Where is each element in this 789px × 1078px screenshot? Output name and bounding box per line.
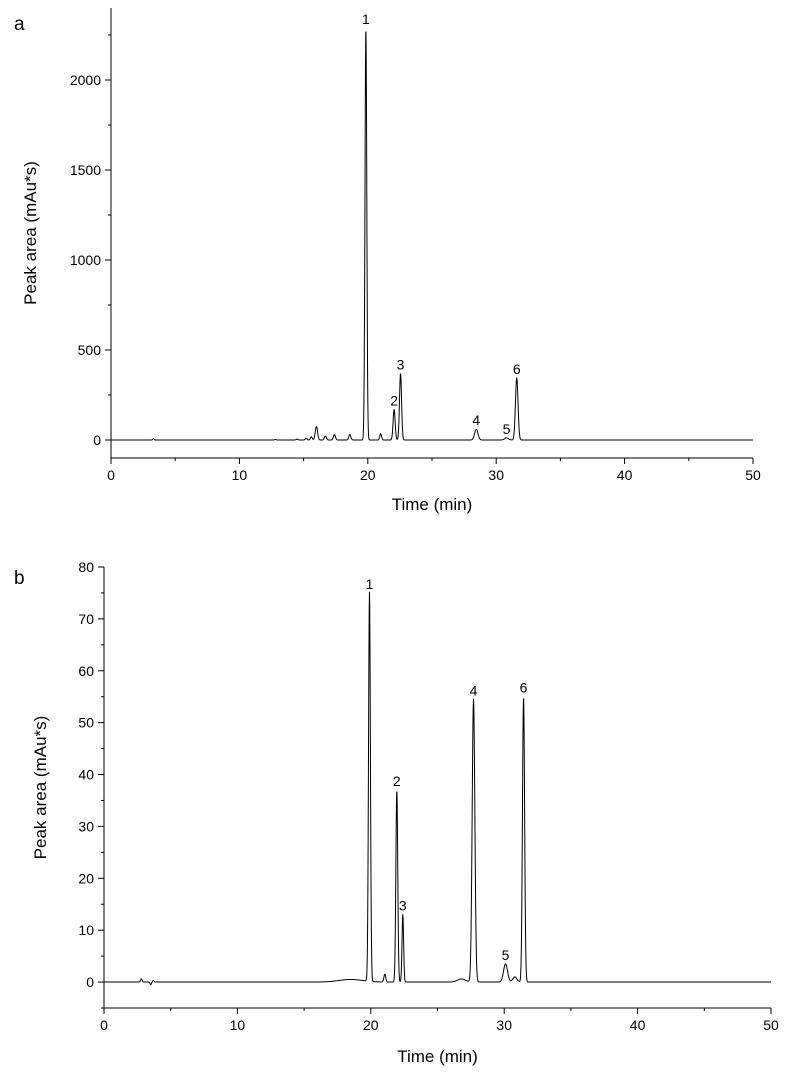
panel-label: b — [14, 568, 25, 589]
chromatogram-trace — [103, 591, 772, 986]
peak-label-2: 2 — [393, 773, 401, 789]
x-tick-label: 40 — [630, 1017, 646, 1033]
peak-label-5: 5 — [502, 947, 510, 963]
x-tick-label: 0 — [107, 467, 115, 483]
y-tick-label: 2000 — [70, 72, 101, 88]
panel-label: a — [14, 14, 25, 35]
x-tick-label: 50 — [763, 1017, 779, 1033]
x-tick-label: 20 — [363, 1017, 379, 1033]
peak-label-5: 5 — [503, 421, 511, 437]
peak-label-4: 4 — [470, 682, 478, 698]
y-tick-label: 40 — [78, 767, 94, 783]
y-tick-label: 30 — [78, 818, 94, 834]
peak-label-3: 3 — [397, 356, 405, 372]
x-tick-label: 50 — [745, 467, 761, 483]
y-tick-label: 0 — [93, 432, 101, 448]
peak-label-4: 4 — [472, 412, 480, 428]
x-tick-label: 0 — [100, 1017, 108, 1033]
y-tick-label: 500 — [78, 342, 102, 358]
peak-label-1: 1 — [362, 11, 370, 27]
y-tick-label: 1500 — [70, 162, 101, 178]
y-tick-label: 1000 — [70, 252, 101, 268]
x-axis-title: Time (min) — [392, 495, 473, 514]
y-tick-label: 80 — [78, 559, 94, 575]
x-tick-label: 10 — [230, 1017, 246, 1033]
y-tick-label: 60 — [78, 663, 94, 679]
y-axis-title: Peak area (mAu*s) — [31, 716, 50, 860]
peak-label-1: 1 — [366, 576, 374, 592]
y-tick-label: 20 — [78, 870, 94, 886]
y-tick-label: 10 — [78, 922, 94, 938]
peak-label-6: 6 — [513, 361, 521, 377]
chromatogram-trace — [110, 31, 754, 441]
x-tick-label: 20 — [360, 467, 376, 483]
x-tick-label: 40 — [617, 467, 633, 483]
y-axis-title: Peak area (mAu*s) — [21, 161, 40, 305]
x-tick-label: 30 — [488, 467, 504, 483]
chart-panel-b: b 0 10 20 30 40 50 0 10 20 30 40 50 60 70 80 Time (min) P… — [14, 559, 779, 1066]
x-tick-label: 10 — [232, 467, 248, 483]
peak-label-6: 6 — [520, 680, 528, 696]
x-axis-title: Time (min) — [397, 1047, 478, 1066]
y-tick-label: 70 — [78, 611, 94, 627]
y-tick-label: 0 — [86, 974, 94, 990]
peak-label-3: 3 — [399, 898, 407, 914]
x-tick-label: 30 — [496, 1017, 512, 1033]
y-tick-label: 50 — [78, 715, 94, 731]
peak-label-2: 2 — [390, 392, 398, 408]
